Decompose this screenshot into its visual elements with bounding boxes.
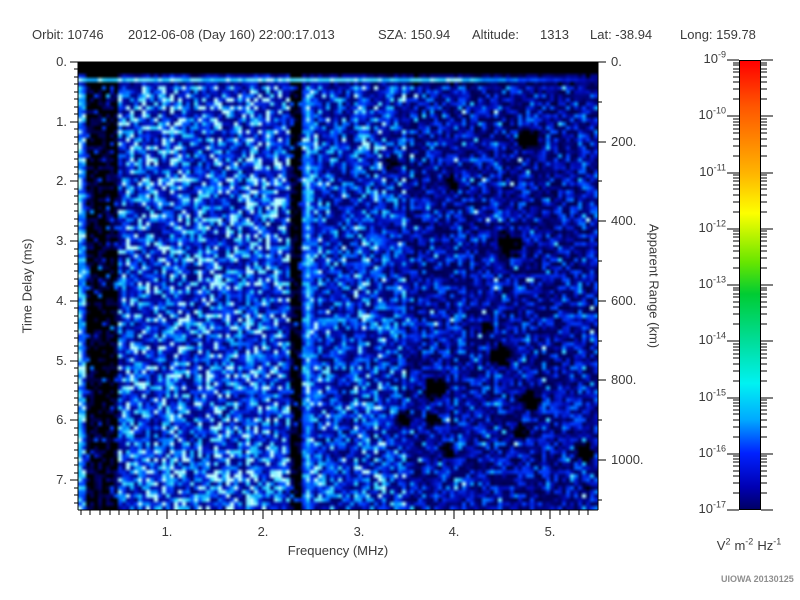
colorbar-units-label: V2 m-2 Hz-1 (696, 536, 800, 553)
colorbar (739, 60, 761, 510)
unit-part: m-2 (734, 536, 754, 553)
frequency-tick-label: 4. (448, 524, 460, 539)
latitude-readout: Lat: -38.94 (590, 27, 653, 42)
unit-part: Hz-1 (757, 536, 782, 553)
credit-text: UIOWA 20130125 (721, 574, 794, 584)
y-axis-left-title: Time Delay (ms) (19, 238, 35, 334)
colorbar-tick-label: 10-10 (698, 105, 726, 122)
time-delay-tick-label: 3. (56, 233, 67, 248)
time-delay-tick-label: 6. (56, 412, 67, 427)
apparent-range-tick-label: 600. (611, 293, 637, 308)
time-delay-tick-label: 7. (56, 472, 67, 487)
colorbar-tick-label: 10-14 (698, 330, 726, 347)
colorbar-tick-label: 10-11 (699, 162, 726, 179)
apparent-range-tick-label: 400. (611, 213, 637, 228)
colorbar-tick-label: 10-13 (698, 274, 726, 291)
time-delay-tick-label: 4. (56, 293, 67, 308)
apparent-range-tick-label: 1000. (611, 452, 644, 467)
time-delay-tick-label: 2. (56, 173, 67, 188)
apparent-range-tick-label: 800. (611, 372, 637, 387)
colorbar-tick-label: 10-9 (703, 49, 726, 66)
colorbar-tick-label: 10-12 (698, 218, 726, 235)
datetime-readout: 2012-06-08 (Day 160) 22:00:17.013 (128, 27, 335, 42)
time-delay-tick-label: 5. (56, 353, 67, 368)
colorbar-tick-label: 10-17 (698, 499, 726, 516)
apparent-range-tick-label: 0. (611, 54, 622, 69)
longitude-readout: Long: 159.78 (680, 27, 756, 42)
altitude-label: Altitude: (472, 27, 519, 42)
spectrogram-canvas (78, 62, 598, 510)
apparent-range-tick-label: 200. (611, 134, 637, 149)
altitude-value: 1313 (540, 27, 569, 42)
colorbar-tick-label: 10-15 (698, 387, 726, 404)
unit-part: V2 (716, 536, 731, 553)
frequency-tick-label: 1. (161, 524, 173, 539)
sza-readout: SZA: 150.94 (378, 27, 451, 42)
x-axis-title: Frequency (MHz) (287, 543, 389, 558)
frequency-tick-label: 5. (544, 524, 556, 539)
time-delay-tick-label: 0. (56, 54, 67, 69)
frequency-tick-label: 2. (257, 524, 269, 539)
colorbar-tick-label: 10-16 (698, 443, 726, 460)
orbit-readout: Orbit: 10746 (32, 27, 104, 42)
time-delay-tick-label: 1. (56, 114, 67, 129)
frequency-tick-label: 3. (353, 524, 365, 539)
